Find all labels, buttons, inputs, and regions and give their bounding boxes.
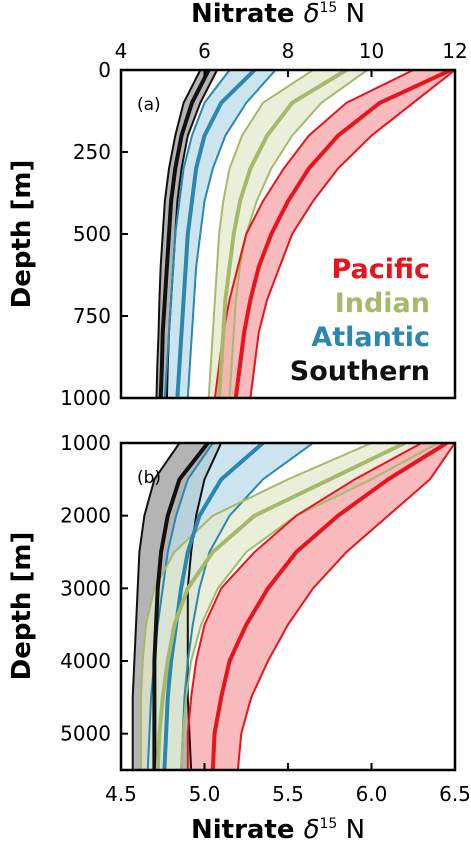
y-axis-title: Depth [m]	[7, 160, 37, 309]
x-tick-label: 4	[115, 39, 128, 63]
x-tick-label: 6.0	[356, 782, 388, 806]
panel-label: (a)	[137, 95, 161, 115]
x-axis-title-sup: 15	[319, 0, 337, 16]
y-axis-title: Depth [m]	[7, 532, 37, 681]
x-axis-title-sup: 15	[319, 816, 337, 832]
legend-entry-indian: Indian	[335, 288, 430, 319]
y-tick-label: 250	[73, 140, 111, 164]
x-axis-title-delta: δ	[304, 815, 320, 845]
x-tick-label: 5.5	[272, 782, 304, 806]
y-tick-label: 0	[98, 58, 111, 82]
band-upper-pacific	[236, 443, 455, 770]
band-lower-atlantic	[146, 443, 214, 770]
x-tick-label: 10	[359, 39, 384, 63]
y-tick-label: 750	[73, 304, 111, 328]
y-tick-label: 500	[73, 222, 111, 246]
band-upper-indian	[180, 443, 439, 770]
mean-line-pacific	[210, 443, 448, 770]
y-tick-label: 5000	[60, 722, 111, 746]
mean-line-southern	[158, 70, 211, 398]
panel-label: (b)	[137, 468, 161, 488]
x-tick-label: 4.5	[105, 782, 137, 806]
legend-entry-southern: Southern	[290, 356, 430, 387]
mean-line-pacific	[233, 70, 452, 398]
x-tick-label: 8	[282, 39, 295, 63]
mean-line-southern	[152, 443, 210, 770]
mean-line-atlantic	[175, 70, 257, 398]
mean-line-atlantic	[162, 443, 265, 770]
x-tick-label: 12	[442, 39, 467, 63]
panel-b: 4.5 5.0 5.5 6.0 6.5 1000 2000 3000 4000 5000 Nitra…	[7, 431, 471, 845]
mean-line-indian	[217, 70, 348, 398]
x-tick-label: 5.0	[189, 782, 221, 806]
band-indian	[141, 443, 439, 770]
x-axis-title-main: Nitrate	[191, 815, 304, 845]
band-lower-southern	[155, 70, 202, 398]
y-tick-label: 3000	[60, 576, 111, 600]
x-tick-label: 6.5	[439, 782, 471, 806]
band-atlantic	[147, 443, 314, 770]
band-indian	[208, 70, 368, 398]
band-lower-indian	[207, 70, 314, 398]
band-lower-indian	[140, 443, 372, 770]
x-tick-label: 6	[198, 39, 211, 63]
legend-entry-atlantic: Atlantic	[311, 322, 430, 353]
band-lower-pacific	[186, 443, 423, 770]
mean-line-indian	[155, 443, 406, 770]
y-tick-label: 2000	[60, 504, 111, 528]
y-tick-label: 1000	[60, 386, 111, 410]
band-lower-southern	[131, 443, 181, 770]
x-axis-title: Nitrate δ15 N	[191, 0, 365, 29]
plot-area	[155, 70, 455, 398]
x-axis-title-delta: δ	[304, 0, 320, 29]
legend-entry-pacific: Pacific	[331, 254, 430, 285]
x-axis-title-tail: N	[337, 815, 365, 845]
x-axis-title-tail: N	[337, 0, 365, 29]
y-tick-label: 4000	[60, 649, 111, 673]
plot-area	[131, 443, 455, 770]
x-axis-title: Nitrate δ15 N	[191, 815, 365, 845]
x-axis-title-main: Nitrate	[191, 0, 304, 29]
band-upper-pacific	[249, 70, 455, 398]
panel-a: 4 6 8 10 12 0 250 500 750 1000 Nitrate δ15 N Depth …	[7, 0, 468, 410]
band-upper-atlantic	[186, 70, 277, 398]
y-tick-label: 1000	[60, 431, 111, 455]
band-lower-atlantic	[163, 70, 231, 398]
